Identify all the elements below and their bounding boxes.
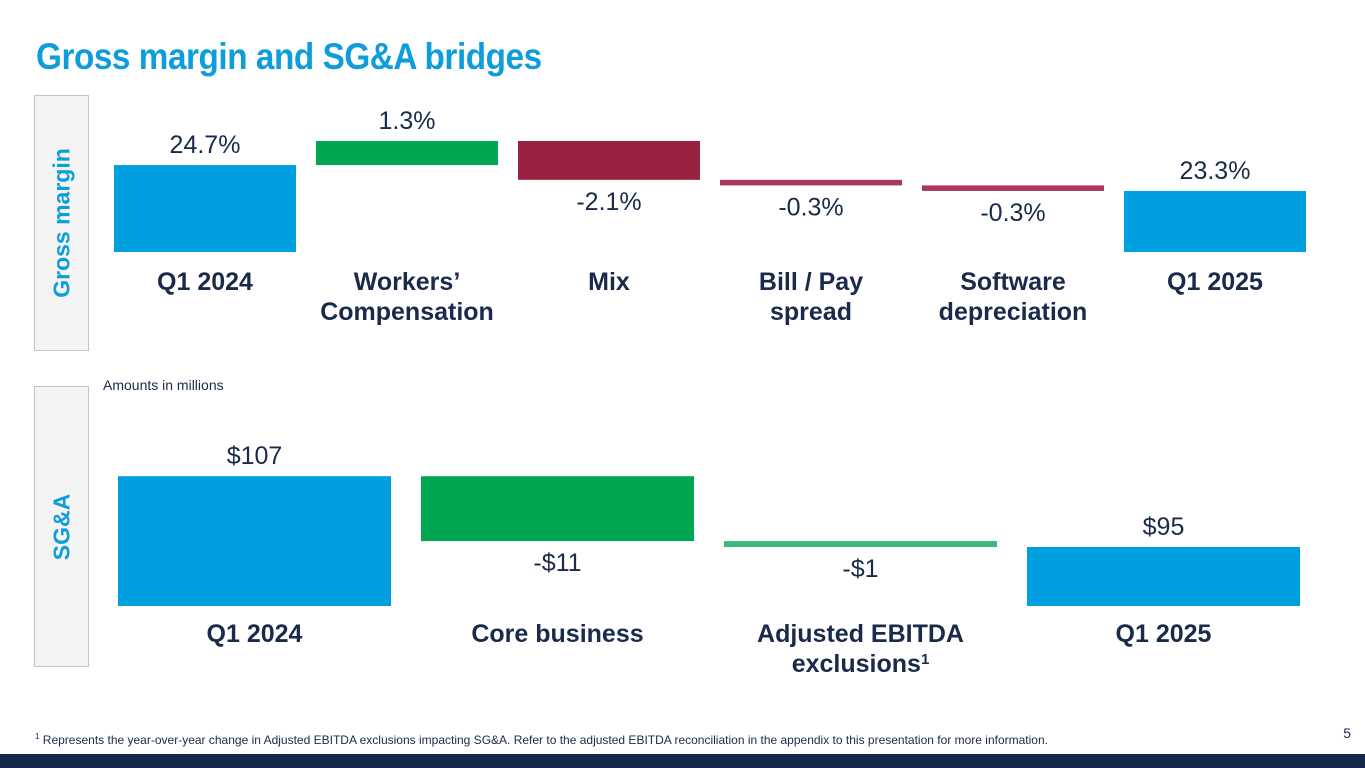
category-label: Core business (471, 620, 643, 648)
category-label: Mix (588, 268, 630, 296)
category-label: Compensation (320, 298, 494, 326)
page-number: 5 (1343, 725, 1351, 741)
value-label: -0.3% (778, 193, 843, 221)
bar-adjusted-ebitda-exclusions (724, 541, 997, 547)
gross-margin-section-panel: Gross margin (34, 95, 89, 351)
category-label: Software (960, 268, 1066, 296)
value-label: -0.3% (980, 199, 1045, 227)
sga-bridge-chart: $107 Q1 2024 -$11 Core business -$1 Adjusted … (118, 442, 1300, 678)
bar-core-business (421, 476, 694, 542)
footnote-ref: 1 (921, 651, 929, 668)
category-label: exclusions1 (792, 650, 930, 678)
category-label: Workers’ (354, 268, 461, 296)
value-label: -$11 (533, 549, 581, 577)
gross-margin-bridge-chart: 24.7% Q1 2024 1.3% Workers’Compensation -2.1… (114, 107, 1306, 326)
bar-q1-2025 (1124, 190, 1306, 252)
category-label: Q1 2024 (157, 268, 253, 296)
page-title: Gross margin and SG&A bridges (36, 36, 542, 77)
bar-software-depreciation (922, 185, 1104, 191)
bar-mix (518, 141, 700, 180)
footnote-marker: 1 (35, 732, 40, 741)
footer-bar (0, 754, 1365, 768)
category-label: Q1 2025 (1167, 268, 1263, 296)
category-label: depreciation (939, 298, 1088, 326)
value-label: $107 (227, 442, 283, 470)
units-note: Amounts in millions (103, 377, 224, 393)
category-label: Q1 2024 (207, 620, 303, 648)
category-label: spread (770, 298, 852, 326)
bar-bill-pay-spread (720, 179, 902, 186)
bar-workers-compensation (316, 141, 498, 166)
value-label: 23.3% (1180, 157, 1251, 185)
value-label: $95 (1143, 513, 1185, 541)
sga-section-panel: SG&A (34, 386, 89, 667)
value-label: 24.7% (170, 131, 241, 159)
value-label: -$1 (842, 555, 878, 583)
footnote: 1 Represents the year-over-year change i… (35, 732, 1048, 747)
bar-q1-2024 (118, 476, 391, 606)
category-label: Bill / Pay (759, 268, 863, 296)
category-label: Adjusted EBITDA (757, 620, 964, 648)
bar-q1-2024 (114, 165, 296, 252)
footnote-text: Represents the year-over-year change in … (42, 733, 1048, 747)
bar-q1-2025 (1027, 547, 1300, 606)
category-label: Q1 2025 (1116, 620, 1212, 648)
value-label: -2.1% (576, 188, 641, 216)
value-label: 1.3% (379, 107, 436, 135)
